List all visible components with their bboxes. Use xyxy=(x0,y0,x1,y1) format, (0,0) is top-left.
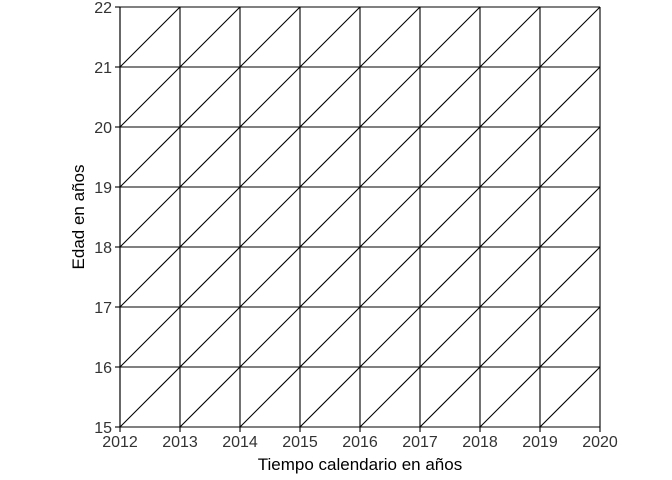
y-tick-label: 22 xyxy=(94,0,112,17)
x-tick-label: 2016 xyxy=(342,434,378,451)
lifeline xyxy=(119,6,241,128)
axes xyxy=(115,6,601,432)
lifelines xyxy=(119,6,601,428)
lifeline xyxy=(119,6,181,68)
y-tick-label: 19 xyxy=(94,180,112,197)
lifeline xyxy=(119,6,301,188)
y-tick-label: 15 xyxy=(94,420,112,437)
y-tick-label: 20 xyxy=(94,120,112,137)
x-tick-label: 2017 xyxy=(402,434,438,451)
lifeline xyxy=(479,306,601,428)
x-tick-label: 2019 xyxy=(522,434,558,451)
y-axis-title: Edad en años xyxy=(69,165,88,270)
lifeline xyxy=(119,6,361,248)
lifeline xyxy=(179,6,601,428)
y-tick-label: 17 xyxy=(94,300,112,317)
x-tick-label: 2020 xyxy=(582,434,618,451)
lifeline xyxy=(299,126,601,428)
x-tick-label: 2018 xyxy=(462,434,498,451)
y-tick-label: 21 xyxy=(94,60,112,77)
x-tick-label: 2012 xyxy=(102,434,138,451)
x-tick-label: 2015 xyxy=(282,434,318,451)
y-tick-label: 16 xyxy=(94,360,112,377)
lifeline xyxy=(119,6,481,368)
lifeline xyxy=(539,366,601,428)
lifeline xyxy=(239,66,601,428)
lifeline xyxy=(359,186,601,428)
y-tick-label: 18 xyxy=(94,240,112,257)
tick-labels: 2012 2013 2014 2015 2016 2017 2018 2019 20201516… xyxy=(94,0,618,451)
x-tick-label: 2014 xyxy=(222,434,258,451)
lifeline xyxy=(119,6,541,428)
lifeline xyxy=(119,6,421,308)
x-tick-label: 2013 xyxy=(162,434,198,451)
grid-lines xyxy=(119,6,601,428)
lifeline xyxy=(419,246,601,428)
x-axis-title: Tiempo calendario en años xyxy=(258,455,462,474)
